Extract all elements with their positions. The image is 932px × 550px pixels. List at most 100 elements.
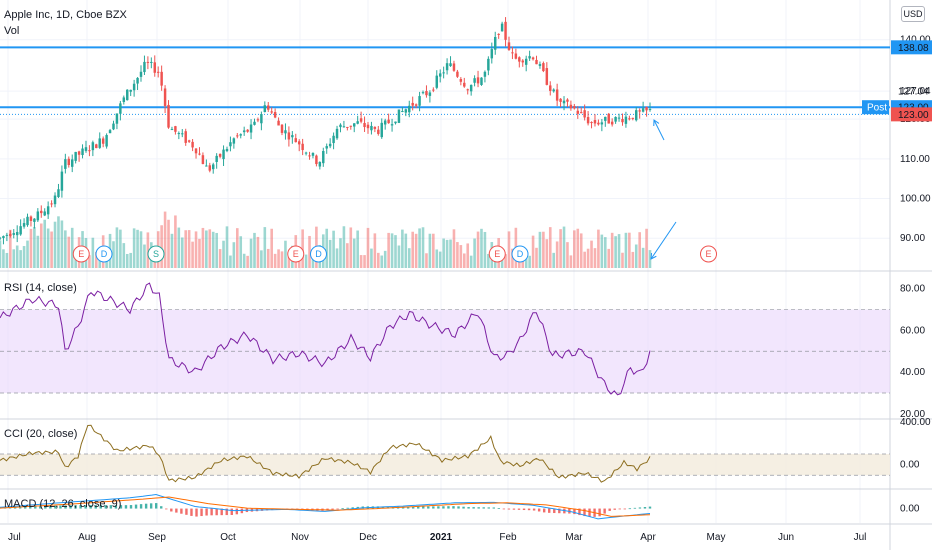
candle-body: [394, 121, 397, 124]
event-label: E: [705, 249, 711, 259]
candle-body: [573, 106, 576, 109]
volume-bar: [459, 245, 463, 268]
volume-bar: [67, 236, 71, 268]
macd-histogram-bar: [49, 505, 52, 509]
candle-body: [449, 63, 452, 67]
volume-bar: [401, 229, 404, 268]
candle-body: [531, 57, 535, 60]
candle-body: [569, 104, 573, 109]
macd-histogram-bar: [134, 504, 138, 509]
volume-bar: [249, 238, 253, 268]
macd-histogram-bar: [109, 505, 113, 509]
candle-body: [315, 155, 318, 165]
candle-body: [249, 124, 253, 133]
candle-body: [115, 113, 119, 124]
volume-bar: [273, 253, 277, 268]
macd-histogram-bar: [537, 508, 541, 512]
candle-body: [2, 236, 5, 239]
volume-bar: [562, 226, 566, 268]
macd-histogram-bar: [648, 506, 652, 509]
volume-bar: [528, 255, 531, 268]
candle-body: [356, 121, 359, 124]
time-axis-label: Nov: [291, 532, 309, 543]
candle-body: [74, 151, 77, 161]
volume-bar: [435, 249, 439, 268]
volume-bar: [442, 238, 445, 268]
volume-bar: [542, 231, 545, 268]
macd-histogram-bar: [99, 505, 102, 509]
macd-histogram-bar: [89, 505, 92, 509]
currency-button[interactable]: USD: [901, 6, 925, 22]
candle-body: [621, 119, 624, 123]
macd-histogram-bar: [588, 508, 591, 517]
candle-body: [586, 117, 590, 124]
event-label: D: [315, 249, 322, 259]
volume-bar: [511, 248, 514, 268]
candle-body: [191, 141, 194, 148]
candle-body: [483, 71, 487, 77]
candle-body: [88, 150, 91, 152]
macd-histogram-bar: [336, 508, 339, 510]
volume-bar: [9, 229, 12, 268]
volume-bar: [394, 235, 397, 268]
volume-bar: [43, 219, 47, 268]
candle-body: [370, 125, 373, 131]
volume-bar: [143, 244, 146, 268]
candle-body: [342, 126, 346, 128]
macd-histogram-bar: [628, 508, 632, 510]
candle-body: [579, 112, 583, 114]
macd-histogram-bar: [603, 508, 606, 514]
volume-bar: [555, 241, 559, 268]
volume-bar: [352, 238, 356, 268]
volume-bar: [407, 248, 411, 268]
volume-bar: [328, 239, 332, 268]
macd-histogram-bar: [44, 505, 47, 509]
event-label: E: [494, 249, 500, 259]
volume-bar: [215, 232, 218, 268]
candle-body: [641, 108, 645, 112]
candle-body: [5, 234, 9, 236]
macd-histogram-bar: [578, 508, 581, 516]
macd-histogram-bar: [341, 508, 344, 509]
candle-body: [294, 138, 297, 143]
volume-bar: [593, 248, 597, 268]
candle-body: [29, 216, 33, 221]
candle-body: [497, 33, 500, 35]
volume-bar: [603, 237, 607, 268]
macd-histogram-bar: [34, 506, 37, 509]
volume-bar: [242, 253, 246, 268]
candle-body: [514, 53, 518, 59]
time-axis-label: Oct: [220, 532, 236, 543]
candle-body: [600, 122, 604, 125]
macd-histogram-bar: [155, 503, 158, 509]
macd-histogram-bar: [442, 506, 445, 509]
candle-body: [101, 138, 105, 144]
volume-bar: [638, 232, 641, 268]
candle-body: [297, 141, 301, 145]
macd-histogram-bar: [477, 507, 480, 509]
volume-bar: [122, 243, 126, 268]
volume-bar: [125, 253, 129, 268]
macd-histogram-bar: [144, 503, 148, 509]
volume-bar: [284, 240, 287, 268]
candle-body: [218, 153, 222, 157]
volume-bar: [456, 242, 459, 268]
macd-histogram-bar: [356, 506, 359, 509]
candle-body: [222, 149, 225, 160]
candle-body: [77, 151, 81, 155]
candle-body: [260, 114, 263, 124]
volume-bar: [22, 246, 26, 268]
volume-bar: [600, 234, 604, 268]
volume-bar: [610, 232, 614, 268]
volume-bar: [597, 229, 600, 268]
volume-bar: [57, 216, 60, 268]
volume-bar: [60, 220, 64, 268]
volume-bar: [418, 228, 421, 268]
macd-histogram-bar: [517, 508, 521, 510]
volume-bar: [411, 231, 414, 268]
volume-bar: [139, 231, 143, 268]
candle-body: [549, 85, 552, 91]
macd-histogram-bar: [643, 507, 647, 509]
volume-bar: [473, 238, 476, 268]
